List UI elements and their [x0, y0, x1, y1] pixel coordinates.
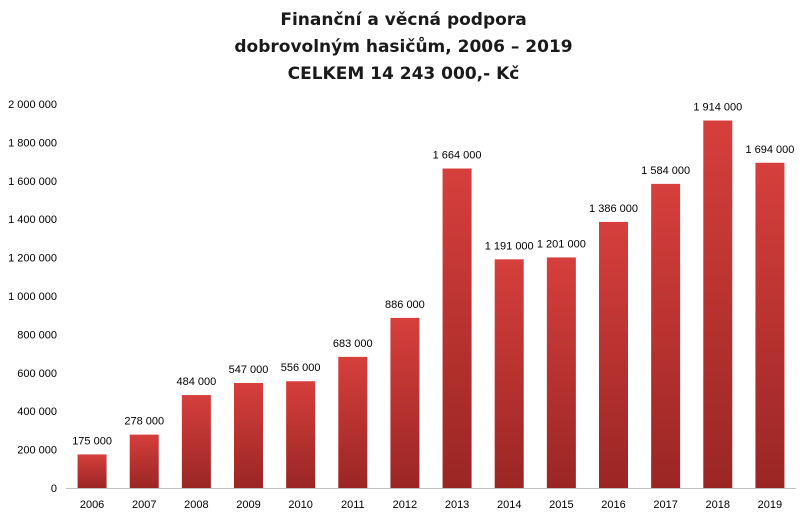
bar-data-labels: 175 000 278 000 484 000 547 000 556 000 683 0…: [72, 102, 794, 448]
bar-value-label: 1 664 000: [433, 150, 482, 162]
x-tick-label: 2016: [601, 499, 625, 511]
y-tick-label: 2 000 000: [8, 99, 57, 111]
bar-value-label: 556 000: [281, 362, 321, 374]
bar-2019: [755, 162, 785, 488]
x-tick-label: 2013: [445, 499, 469, 511]
x-tick-label: 2006: [80, 499, 104, 511]
y-axis-tick-labels: 0 200 000 400 000 600 000 800 000 1 000 000 1 …: [8, 99, 57, 495]
x-tick-label: 2015: [549, 499, 573, 511]
bar-value-label: 1 584 000: [641, 165, 690, 177]
x-tick-label: 2018: [706, 499, 730, 511]
y-tick-label: 0: [51, 483, 57, 495]
x-tick-label: 2009: [236, 499, 260, 511]
x-tick-label: 2010: [288, 499, 312, 511]
y-tick-label: 800 000: [17, 329, 57, 341]
y-tick-label: 600 000: [17, 368, 57, 380]
bar-2007: [129, 434, 159, 488]
bar-value-label: 1 191 000: [485, 240, 534, 252]
y-tick-label: 200 000: [17, 445, 57, 457]
chart-title-line-3: CELKEM 14 243 000,- Kč: [287, 64, 520, 84]
x-tick-label: 2008: [184, 499, 208, 511]
bar-2009: [234, 382, 263, 488]
bar-value-label: 1 386 000: [589, 203, 638, 215]
x-tick-label: 2014: [497, 499, 521, 511]
x-tick-label: 2019: [758, 499, 782, 511]
bar-2015: [546, 257, 576, 488]
bar-2017: [651, 183, 681, 488]
y-tick-label: 1 400 000: [8, 214, 57, 226]
chart-title-line-2: dobrovolným hasičům, 2006 – 2019: [234, 37, 573, 57]
bar-2011: [338, 356, 368, 488]
bars: [77, 120, 785, 489]
bar-2012: [390, 317, 420, 488]
bar-value-label: 1 201 000: [537, 238, 586, 250]
bar-value-label: 484 000: [176, 376, 216, 388]
bar-value-label: 886 000: [385, 299, 425, 311]
y-tick-label: 1 800 000: [8, 137, 57, 149]
y-tick-label: 400 000: [17, 406, 57, 418]
x-tick-label: 2011: [341, 499, 365, 511]
bar-value-label: 175 000: [72, 435, 112, 447]
bar-value-label: 1 694 000: [745, 144, 794, 156]
y-tick-label: 1 200 000: [8, 253, 57, 265]
y-tick-label: 1 600 000: [8, 176, 57, 188]
bar-value-label: 683 000: [333, 338, 373, 350]
x-tick-label: 2017: [653, 499, 677, 511]
bar-value-label: 1 914 000: [693, 102, 742, 114]
x-tick-label: 2012: [393, 499, 417, 511]
bar-2013: [442, 168, 472, 488]
bar-2010: [286, 381, 316, 488]
bar-2006: [77, 454, 107, 488]
chart-title-line-1: Finanční a věcná podpora: [280, 10, 527, 30]
bar-2008: [181, 395, 211, 488]
bar-value-label: 278 000: [124, 416, 164, 428]
x-tick-label: 2007: [132, 499, 156, 511]
bar-value-label: 547 000: [229, 364, 269, 376]
bar-2016: [599, 221, 628, 488]
bar-2018: [703, 120, 733, 489]
y-tick-label: 1 000 000: [8, 291, 57, 303]
x-axis-tick-labels: 2006 2007 2008 2009 2010 2011 2012 2013 2014 2015…: [80, 499, 782, 511]
bar-2014: [494, 259, 524, 488]
